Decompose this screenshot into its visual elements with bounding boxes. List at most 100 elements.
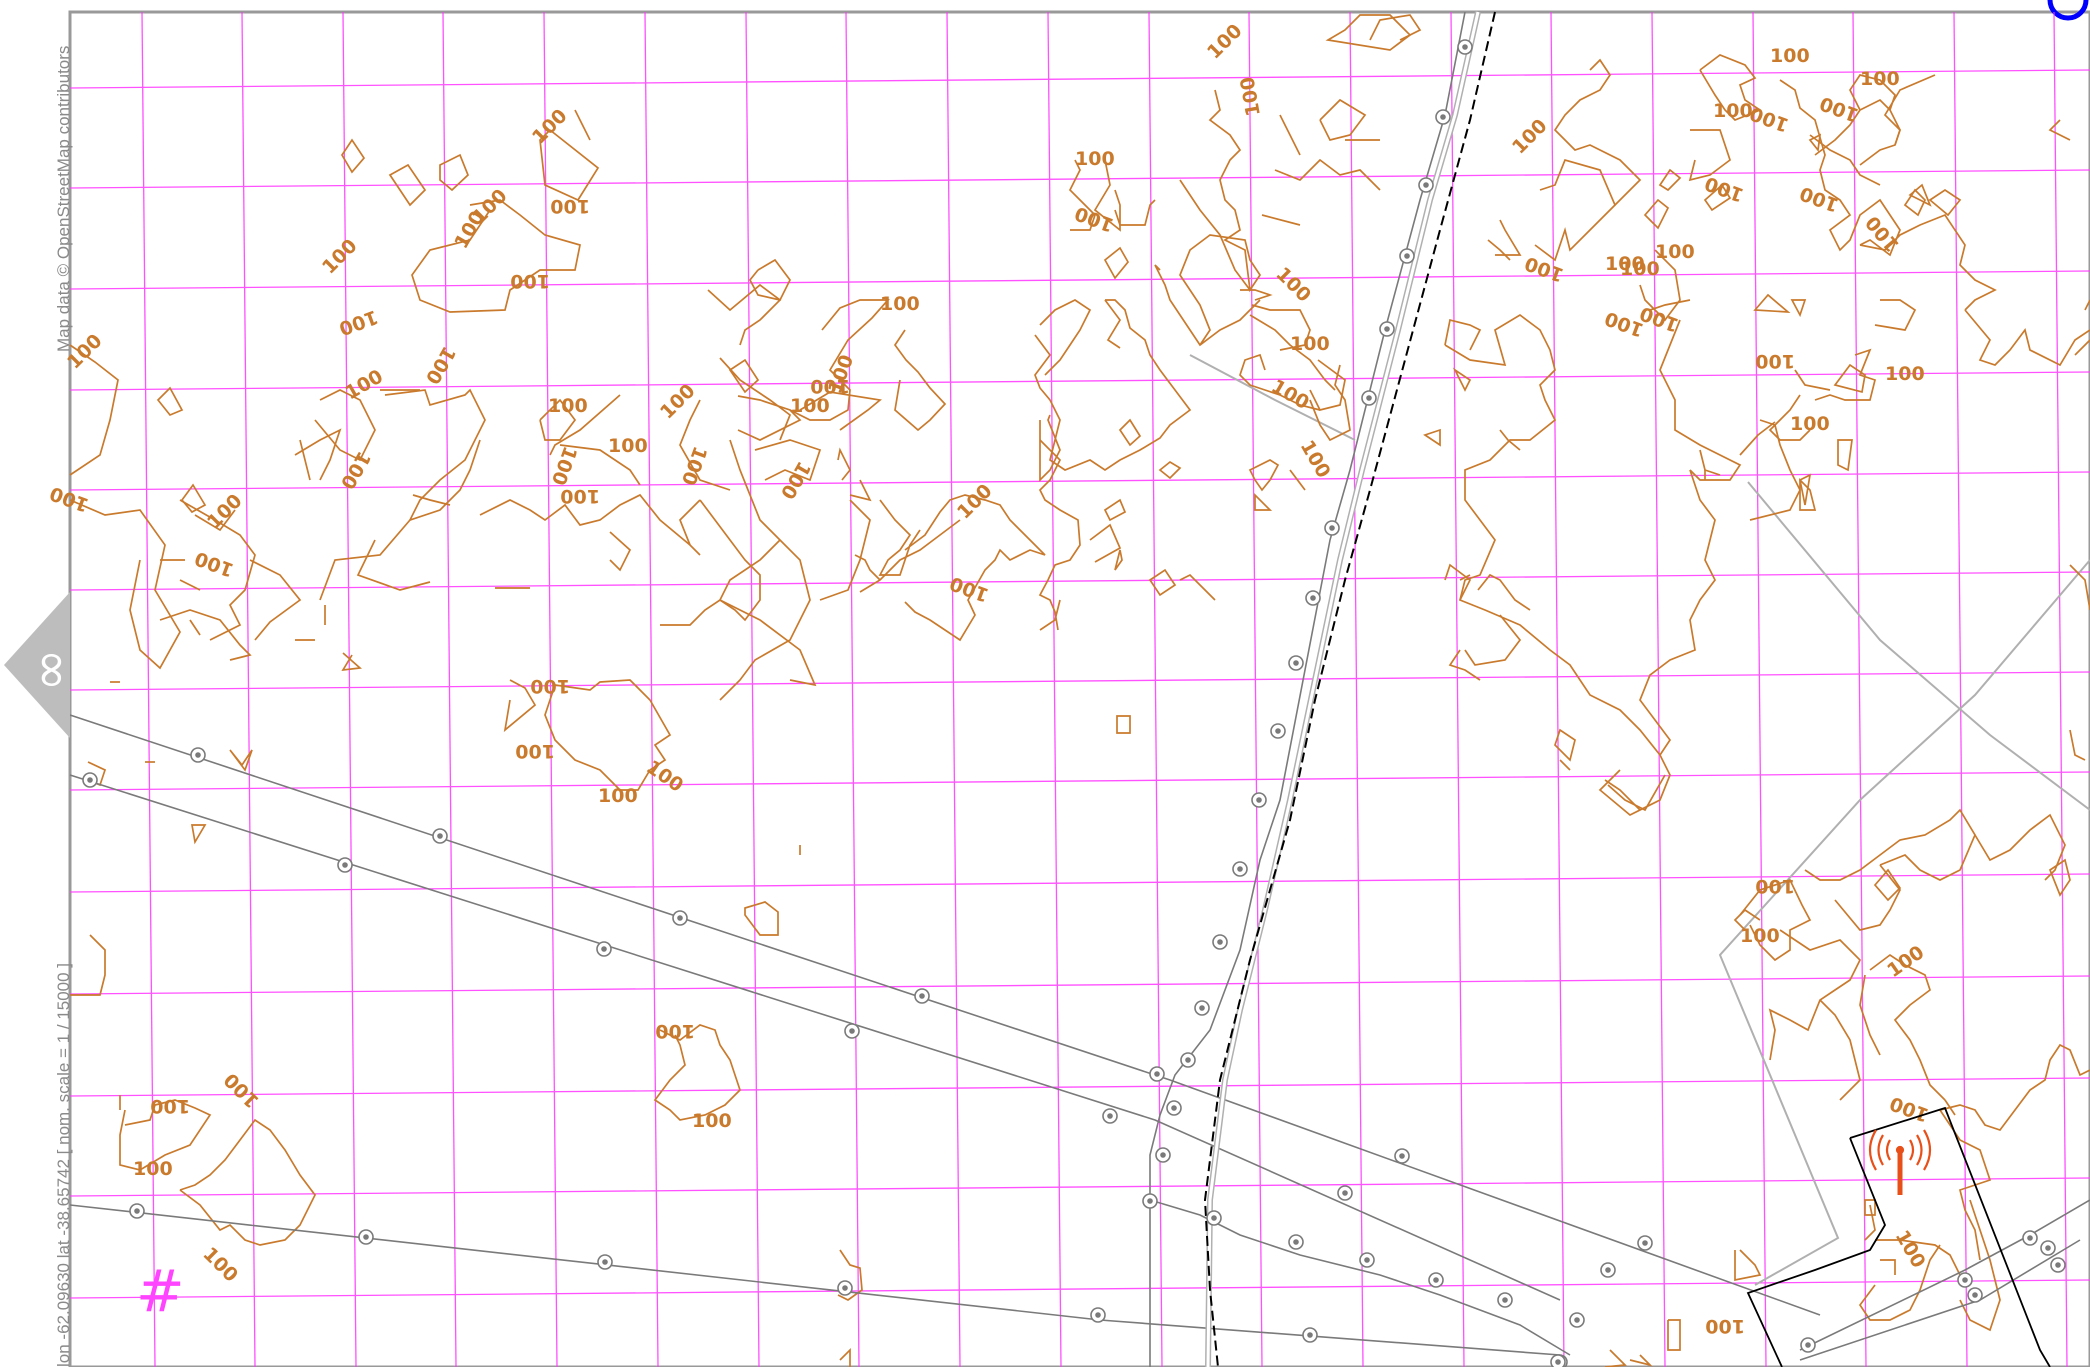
contour-label: 100: [548, 395, 588, 417]
power-tower-icon: [190, 747, 206, 763]
map-coordinates: lon -62.09630 lat -38.65742 [ nom. scale…: [54, 962, 73, 1367]
power-tower-icon: [1394, 1148, 1410, 1164]
power-tower-icon: [1957, 1272, 1973, 1288]
power-tower-icon: [1550, 1354, 1566, 1367]
power-tower-icon: [1435, 109, 1451, 125]
contour-label: 100: [947, 572, 992, 606]
power-tower-icon: [1428, 1272, 1444, 1288]
contour-label: 100: [515, 740, 555, 762]
contour-label: 100: [1508, 115, 1552, 159]
contour-label: 100: [1891, 1227, 1930, 1272]
power-tower-icon: [1600, 1262, 1616, 1278]
power-tower-icon: [1302, 1327, 1318, 1343]
contour-label: 100: [1705, 1315, 1745, 1337]
contour-label: 100: [1522, 252, 1567, 286]
contour-label: 100: [1620, 258, 1660, 280]
power-tower-icon: [2040, 1240, 2056, 1256]
contour-label: 100: [1755, 350, 1795, 372]
contour-label: 100: [550, 195, 590, 217]
contour-label: 100: [1770, 45, 1810, 67]
contour-label: 100: [1797, 182, 1842, 216]
contour-label: 100: [608, 435, 648, 457]
contour-label: 100: [560, 485, 600, 507]
contour-label: 100: [655, 1020, 695, 1042]
power-tower-icon: [1967, 1287, 1983, 1303]
boundary: [1746, 1106, 2051, 1367]
power-tower-icon: [1149, 1066, 1165, 1082]
contour-label: 100: [1887, 1092, 1932, 1126]
contour-label: 100: [953, 480, 997, 524]
contour-label: 100: [342, 365, 387, 404]
power-tower-icon: [1288, 655, 1304, 671]
contour-label: 100: [1203, 20, 1247, 64]
contour-label: 100: [1290, 333, 1330, 355]
contour-label: 100: [1655, 241, 1695, 263]
map-attribution: Map data © OpenStreetMap contributors: [54, 45, 73, 352]
power-tower-icon: [1379, 321, 1395, 337]
contour-label: 100: [824, 352, 858, 397]
minor-paths: [1189, 354, 2090, 1286]
power-tower-icon: [1337, 1185, 1353, 1201]
contour-label: 100: [642, 756, 687, 797]
contour-label: 100: [810, 375, 850, 397]
contour-label: 100: [1817, 92, 1862, 126]
power-tower-icon: [1142, 1193, 1158, 1209]
contour-label: 100: [203, 490, 247, 534]
power-tower-icon: [914, 988, 930, 1004]
power-tower-icon: [2022, 1230, 2038, 1246]
contour-label: 100: [1860, 68, 1900, 90]
contour-label: 100: [1271, 263, 1315, 307]
power-tower-icon: [1418, 177, 1434, 193]
power-tower-icon: [1180, 1052, 1196, 1068]
contour-label: 100: [336, 305, 381, 339]
contour-label: 100: [318, 235, 362, 279]
contour-label: 100: [192, 547, 237, 581]
power-tower-icon: [1569, 1312, 1585, 1328]
power-tower-icon: [1399, 248, 1415, 264]
power-tower-icon: [1497, 1292, 1513, 1308]
power-tower-icon: [1800, 1337, 1816, 1353]
power-tower-icon: [1090, 1307, 1106, 1323]
contour-label: 100: [598, 785, 638, 807]
hash-marker: #: [136, 1257, 185, 1325]
corner-mark: [2047, 0, 2089, 21]
power-tower-icon: [1251, 792, 1267, 808]
contour-label: 100: [776, 458, 815, 503]
antenna-icon: [1868, 1129, 1932, 1195]
power-tower-icon: [1102, 1108, 1118, 1124]
power-tower-icon: [358, 1229, 374, 1245]
power-tower-icon: [1270, 723, 1286, 739]
power-towers: [82, 39, 2066, 1367]
contour-label: 100: [220, 1068, 264, 1112]
contour-label: 100: [530, 675, 570, 697]
power-tower-icon: [432, 828, 448, 844]
contour-label: 100: [421, 343, 460, 388]
contour-label: 100: [1605, 253, 1645, 275]
railway: [1203, 11, 1496, 1367]
power-tower-icon: [1206, 1210, 1222, 1226]
contour-label: 100: [656, 380, 700, 424]
zoom-tab-glyph: ∞: [20, 648, 80, 691]
zoom-tab-icon[interactable]: ∞: [4, 592, 80, 738]
contour-label: 100: [880, 293, 920, 315]
power-tower-icon: [1361, 390, 1377, 406]
contour-label: 100: [1755, 875, 1795, 897]
contour-label: 100: [790, 395, 830, 417]
power-tower-icon: [1212, 934, 1228, 950]
power-tower-icon: [1194, 1000, 1210, 1016]
power-tower-icon: [1359, 1252, 1375, 1268]
power-tower-icon: [1457, 39, 1473, 55]
power-tower-icon: [844, 1023, 860, 1039]
power-tower-icon: [596, 941, 612, 957]
power-tower-icon: [1232, 861, 1248, 877]
contour-label: 100: [1885, 363, 1925, 385]
power-tower-icon: [672, 910, 688, 926]
contour-label: 100: [1861, 211, 1903, 256]
contour-lines: [69, 14, 2090, 1367]
contour-label: 100: [1883, 941, 1928, 982]
contour-label: 100: [198, 1243, 242, 1287]
power-tower-icon: [1166, 1100, 1182, 1116]
contour-label: 100: [1702, 172, 1747, 206]
power-tower-icon: [337, 857, 353, 873]
